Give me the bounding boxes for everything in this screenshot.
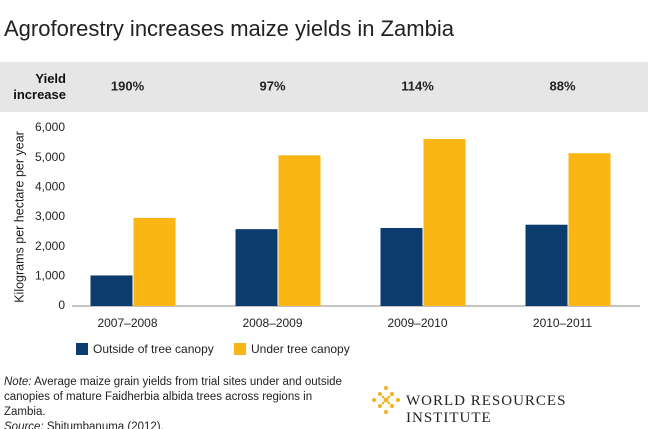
yield-value: 190%: [111, 78, 145, 93]
y-tick-label: 0: [58, 298, 65, 312]
yield-value: 97%: [259, 78, 285, 93]
bar: [133, 217, 176, 306]
note: Note: Average maize grain yields from tr…: [4, 375, 349, 429]
yield-band: [0, 62, 648, 112]
yield-value: 114%: [401, 78, 434, 93]
yield-label: Yield increase: [13, 71, 66, 102]
bar: [90, 275, 133, 306]
legend-swatch: [234, 343, 246, 355]
x-tick-label: 2007–2008: [97, 316, 157, 330]
bar: [278, 155, 321, 306]
y-axis-label: Kilograms per hectare per year: [12, 131, 26, 303]
source-text: Shitumbanuma (2012).: [46, 421, 164, 429]
x-tick-label: 2008–2009: [242, 316, 302, 330]
note-text: Average maize grain yields from trial si…: [4, 376, 342, 418]
logo-mark: [372, 386, 400, 414]
y-tick-label: 3,000: [35, 209, 65, 223]
chart-title: Agroforestry increases maize yields in Z…: [4, 16, 455, 41]
bar: [525, 224, 568, 306]
legend-label: Outside of tree canopy: [93, 342, 214, 356]
y-tick-label: 6,000: [35, 120, 65, 134]
legend-swatch: [76, 343, 88, 355]
x-tick-label: 2010–2011: [533, 316, 593, 330]
logo-text: WORLD RESOURCES INSTITUTE: [406, 393, 567, 426]
legend-label: Under tree canopy: [251, 342, 350, 356]
bar: [423, 138, 466, 306]
note-label: Note:: [4, 376, 32, 388]
y-tick-label: 4,000: [35, 180, 65, 194]
y-tick-label: 2,000: [35, 239, 65, 253]
source-label: Source:: [4, 421, 44, 429]
bar: [380, 227, 423, 306]
bar: [568, 153, 611, 306]
yield-value: 88%: [549, 78, 575, 93]
bar: [235, 229, 278, 306]
x-tick-label: 2009–2010: [387, 316, 447, 330]
y-tick-label: 5,000: [35, 150, 65, 164]
y-tick-label: 1,000: [35, 269, 65, 283]
